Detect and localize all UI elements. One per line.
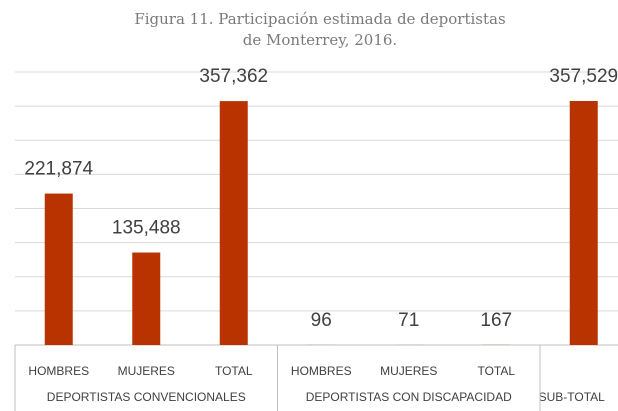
x-tick-label: TOTAL [215,364,253,378]
group-label: SUB-TOTAL [539,390,606,404]
data-label: 357,362 [199,66,268,87]
bar [44,193,73,345]
chart-title: Figura 11. Participación estimada de dep… [134,10,505,28]
x-tick-label: MUJERES [118,364,175,378]
bar [132,252,161,345]
data-label: 221,874 [24,159,93,180]
bar [219,101,248,345]
x-tick-label: HOMBRES [291,364,352,378]
group-label: DEPORTISTAS CONVENCIONALES [47,390,246,404]
x-tick-label: MUJERES [380,364,437,378]
group-label: DEPORTISTAS CON DISCAPACIDAD [306,390,512,404]
data-label: 71 [398,310,419,331]
data-label: 167 [480,310,512,331]
x-tick-label: TOTAL [477,364,515,378]
chart-title: de Monterrey, 2016. [243,31,397,49]
bar [569,100,598,346]
data-label: 96 [311,310,332,331]
x-tick-label: HOMBRES [28,364,89,378]
data-label: 135,488 [112,218,181,239]
data-label: 357,529 [549,66,618,87]
